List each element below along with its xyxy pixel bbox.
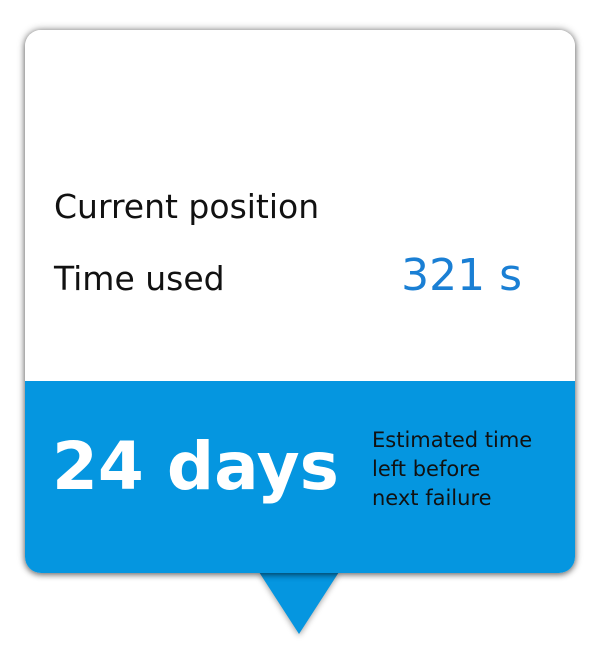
time-used-label: Time used [54, 259, 225, 298]
estimate-caption: Estimated time left before next failure [372, 426, 567, 513]
estimate-caption-line: left before [372, 457, 481, 481]
current-position-label: Current position [54, 187, 320, 226]
estimate-banner: 24 days Estimated time left before next … [25, 381, 575, 573]
estimate-caption-line: next failure [372, 486, 492, 510]
estimate-value: 24 days [52, 428, 339, 505]
estimate-caption-line: Estimated time [372, 428, 533, 452]
time-used-value: 321 s [401, 250, 522, 301]
callout-pointer [259, 572, 339, 634]
info-card: Current position Time used 321 s 24 days… [25, 30, 575, 573]
stats-section: Current position Time used 321 s [25, 30, 575, 381]
